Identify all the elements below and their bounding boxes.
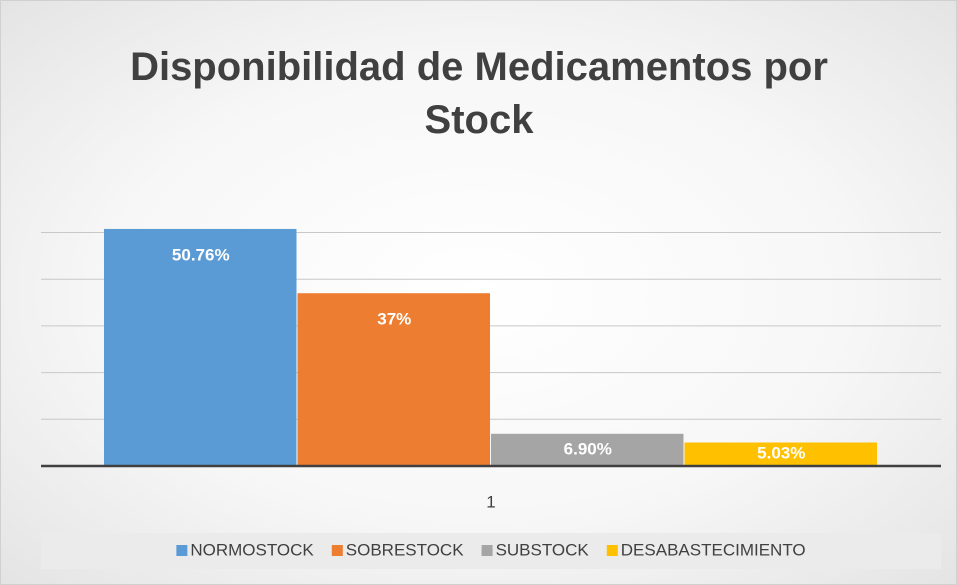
legend-label: SUBSTOCK xyxy=(496,540,590,559)
legend-label: SOBRESTOCK xyxy=(346,540,464,559)
legend-marker xyxy=(331,545,343,556)
bar xyxy=(297,293,490,466)
legend-marker xyxy=(176,545,188,556)
bar xyxy=(684,442,877,466)
legend-label: DESABASTECIMIENTO xyxy=(621,540,806,559)
legend-marker xyxy=(606,545,618,556)
data-label: 5.03% xyxy=(757,444,805,463)
bar xyxy=(491,433,684,466)
chart-title: Disponibilidad de Medicamentos por Stock xyxy=(130,45,828,142)
bar xyxy=(104,228,297,466)
data-label: 37% xyxy=(377,310,411,329)
x-tick-label: 1 xyxy=(486,492,495,511)
data-label: 6.90% xyxy=(564,439,612,458)
data-label: 50.76% xyxy=(172,245,230,264)
legend-marker xyxy=(481,545,493,556)
legend-label: NORMOSTOCK xyxy=(190,540,314,559)
